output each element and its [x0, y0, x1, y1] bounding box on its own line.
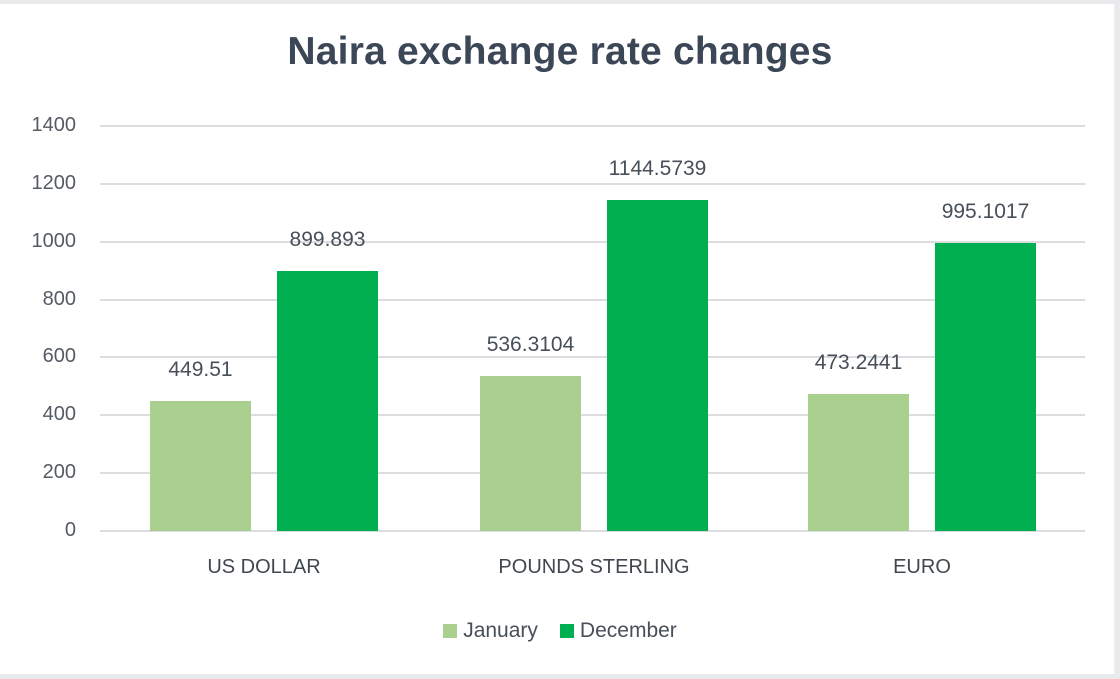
legend-label: December	[579, 619, 677, 642]
legend-item-january[interactable]: January	[443, 619, 538, 643]
data-label: 536.3104	[486, 332, 575, 356]
data-label: 449.51	[168, 357, 233, 381]
gridline	[100, 414, 1085, 417]
legend-swatch-icon	[443, 624, 458, 638]
bar-january-euro[interactable]	[808, 394, 909, 531]
y-tick-label: 1000	[31, 229, 77, 252]
gridline	[100, 298, 1085, 301]
bar-december-pounds-sterling[interactable]	[607, 199, 708, 531]
data-label: 473.2441	[814, 351, 903, 375]
legend: January December	[0, 619, 1120, 643]
x-tick-label: EURO	[893, 556, 951, 578]
y-tick-label: 1400	[31, 114, 77, 136]
legend-swatch-icon	[559, 624, 574, 638]
plot-area: 449.51 899.893 536.3104 1144.5739 473.2441 99…	[100, 125, 1085, 532]
bar-december-us-dollar[interactable]	[277, 270, 378, 531]
y-tick-label: 200	[42, 461, 76, 484]
legend-label: January	[463, 619, 538, 642]
gridline	[100, 472, 1085, 475]
bar-january-us-dollar[interactable]	[150, 400, 251, 531]
y-tick-label: 600	[42, 345, 76, 368]
chart-frame	[0, 4, 1115, 674]
y-tick-label: 0	[64, 519, 76, 541]
gridline	[100, 182, 1085, 185]
y-tick-label: 1200	[31, 171, 77, 194]
y-tick-label: 800	[42, 287, 76, 310]
x-tick-label: POUNDS STERLING	[498, 556, 690, 578]
gridline	[100, 356, 1085, 359]
y-tick-label: 400	[42, 403, 76, 426]
data-label: 995.1017	[941, 200, 1030, 224]
data-label: 1144.5739	[608, 156, 707, 180]
bar-january-pounds-sterling[interactable]	[480, 375, 581, 531]
data-label: 899.893	[289, 227, 366, 251]
gridline	[100, 240, 1085, 243]
bar-december-euro[interactable]	[935, 243, 1036, 531]
legend-item-december[interactable]: December	[559, 619, 677, 643]
x-tick-label: US DOLLAR	[207, 556, 321, 578]
chart-title: Naira exchange rate changes	[287, 30, 833, 73]
gridline	[100, 125, 1085, 127]
gridline	[100, 530, 1085, 532]
